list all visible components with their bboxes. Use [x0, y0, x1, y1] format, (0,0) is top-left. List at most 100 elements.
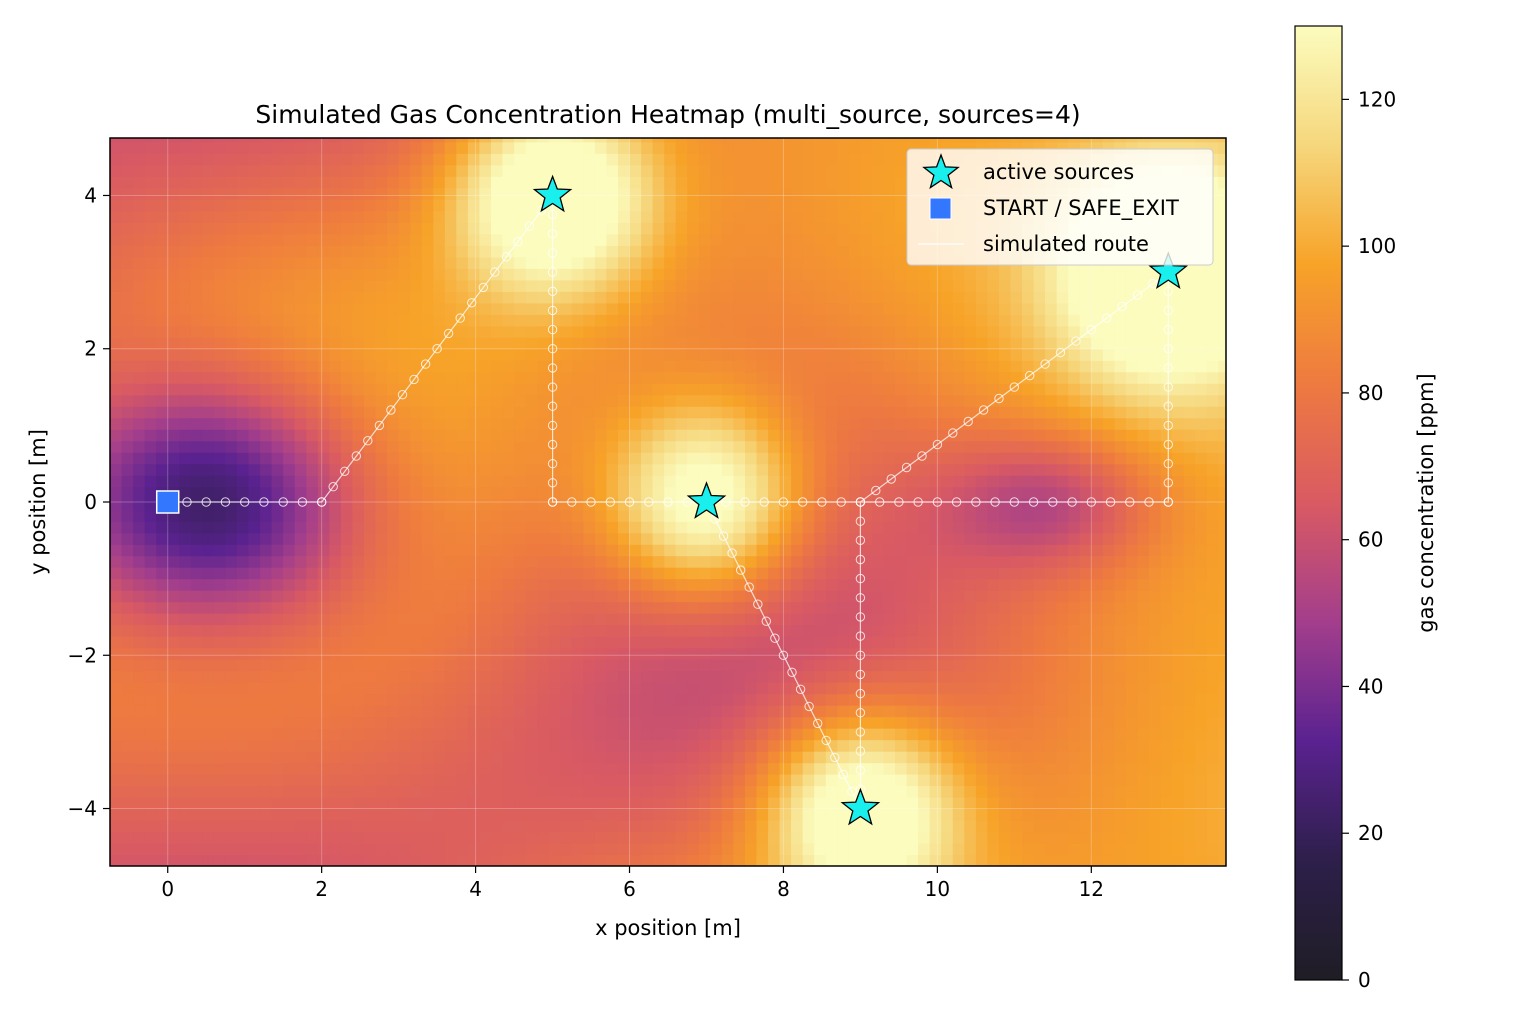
heatmap-cell	[745, 521, 758, 534]
heatmap-cell	[825, 762, 838, 775]
heatmap-cell	[571, 567, 584, 580]
heatmap-cell	[306, 820, 319, 833]
heatmap-cell	[791, 302, 804, 315]
heatmap-cell	[779, 417, 792, 430]
heatmap-cell	[756, 337, 769, 350]
heatmap-cell	[802, 475, 815, 488]
heatmap-cell	[444, 659, 457, 672]
heatmap-cell	[502, 797, 515, 810]
heatmap-cell	[283, 268, 296, 281]
heatmap-cell	[213, 716, 227, 729]
heatmap-cell	[779, 774, 792, 787]
heatmap-cell	[652, 590, 665, 603]
heatmap-cell	[768, 544, 781, 557]
heatmap-cell	[756, 417, 769, 430]
heatmap-cell	[1010, 843, 1023, 856]
heatmap-cell	[918, 463, 931, 476]
heatmap-cell	[237, 371, 250, 384]
heatmap-cell	[110, 716, 123, 729]
heatmap-cell	[883, 532, 896, 545]
heatmap-cell	[652, 440, 665, 453]
heatmap-cell	[548, 647, 561, 660]
heatmap-cell	[641, 452, 654, 465]
heatmap-cell	[271, 532, 284, 545]
heatmap-cell	[456, 417, 469, 430]
heatmap-cell	[202, 429, 215, 442]
heatmap-cell	[571, 624, 584, 637]
heatmap-cell	[779, 636, 792, 649]
heatmap-cell	[756, 440, 769, 453]
heatmap-cell	[202, 693, 215, 706]
heatmap-cell	[987, 843, 1000, 856]
heatmap-cell	[340, 360, 354, 373]
heatmap-cell	[271, 544, 284, 557]
heatmap-cell	[618, 348, 631, 361]
heatmap-cell	[364, 705, 377, 718]
heatmap-cell	[479, 164, 492, 177]
heatmap-cell	[421, 210, 434, 223]
heatmap-cell	[467, 728, 481, 741]
heatmap-cell	[352, 233, 365, 246]
heatmap-cell	[502, 670, 515, 683]
heatmap-cell	[791, 567, 804, 580]
heatmap-cell	[629, 314, 642, 327]
heatmap-cell	[364, 475, 377, 488]
heatmap-cell	[156, 210, 169, 223]
heatmap-cell	[964, 854, 977, 866]
heatmap-cell	[641, 371, 654, 384]
heatmap-cell	[329, 555, 342, 568]
heatmap-cell	[283, 475, 296, 488]
heatmap-cell	[225, 624, 238, 637]
heatmap-cell	[213, 383, 227, 396]
heatmap-cell	[167, 153, 180, 166]
heatmap-cell	[479, 831, 492, 844]
heatmap-cell	[664, 820, 677, 833]
heatmap-cell	[918, 360, 931, 373]
heatmap-cell	[975, 279, 989, 292]
heatmap-cell	[364, 532, 377, 545]
heatmap-cell	[444, 682, 457, 695]
heatmap-cell	[514, 670, 527, 683]
heatmap-cell	[156, 693, 169, 706]
heatmap-cell	[710, 521, 723, 534]
heatmap-cell	[167, 601, 180, 614]
heatmap-cell	[837, 383, 850, 396]
heatmap-cell	[594, 210, 608, 223]
heatmap-cell	[664, 141, 677, 154]
heatmap-cell	[121, 222, 134, 235]
heatmap-cell	[340, 728, 354, 741]
heatmap-cell	[594, 383, 608, 396]
heatmap-cell	[606, 693, 619, 706]
heatmap-cell	[768, 222, 781, 235]
heatmap-cell	[225, 222, 238, 235]
heatmap-cell	[479, 728, 492, 741]
heatmap-cell	[883, 785, 896, 798]
heatmap-cell	[329, 716, 342, 729]
heatmap-cell	[491, 774, 504, 787]
heatmap-cell	[710, 187, 723, 200]
heatmap-cell	[375, 521, 388, 534]
heatmap-cell	[179, 371, 192, 384]
heatmap-cell	[213, 429, 227, 442]
heatmap-cell	[467, 348, 481, 361]
heatmap-cell	[837, 279, 850, 292]
heatmap-cell	[317, 337, 330, 350]
heatmap-cell	[514, 843, 527, 856]
heatmap-cell	[537, 521, 550, 534]
heatmap-cell	[883, 820, 896, 833]
heatmap-cell	[502, 774, 515, 787]
heatmap-cell	[260, 808, 273, 821]
heatmap-cell	[664, 429, 677, 442]
heatmap-cell	[144, 774, 157, 787]
heatmap-cell	[479, 348, 492, 361]
heatmap-cell	[652, 141, 665, 154]
heatmap-cell	[999, 613, 1012, 626]
heatmap-cell	[895, 371, 908, 384]
heatmap-cell	[698, 705, 711, 718]
heatmap-cell	[456, 544, 469, 557]
heatmap-cell	[583, 601, 596, 614]
heatmap-cell	[375, 245, 388, 258]
heatmap-cell	[895, 475, 908, 488]
heatmap-cell	[467, 268, 481, 281]
heatmap-cell	[190, 509, 203, 522]
